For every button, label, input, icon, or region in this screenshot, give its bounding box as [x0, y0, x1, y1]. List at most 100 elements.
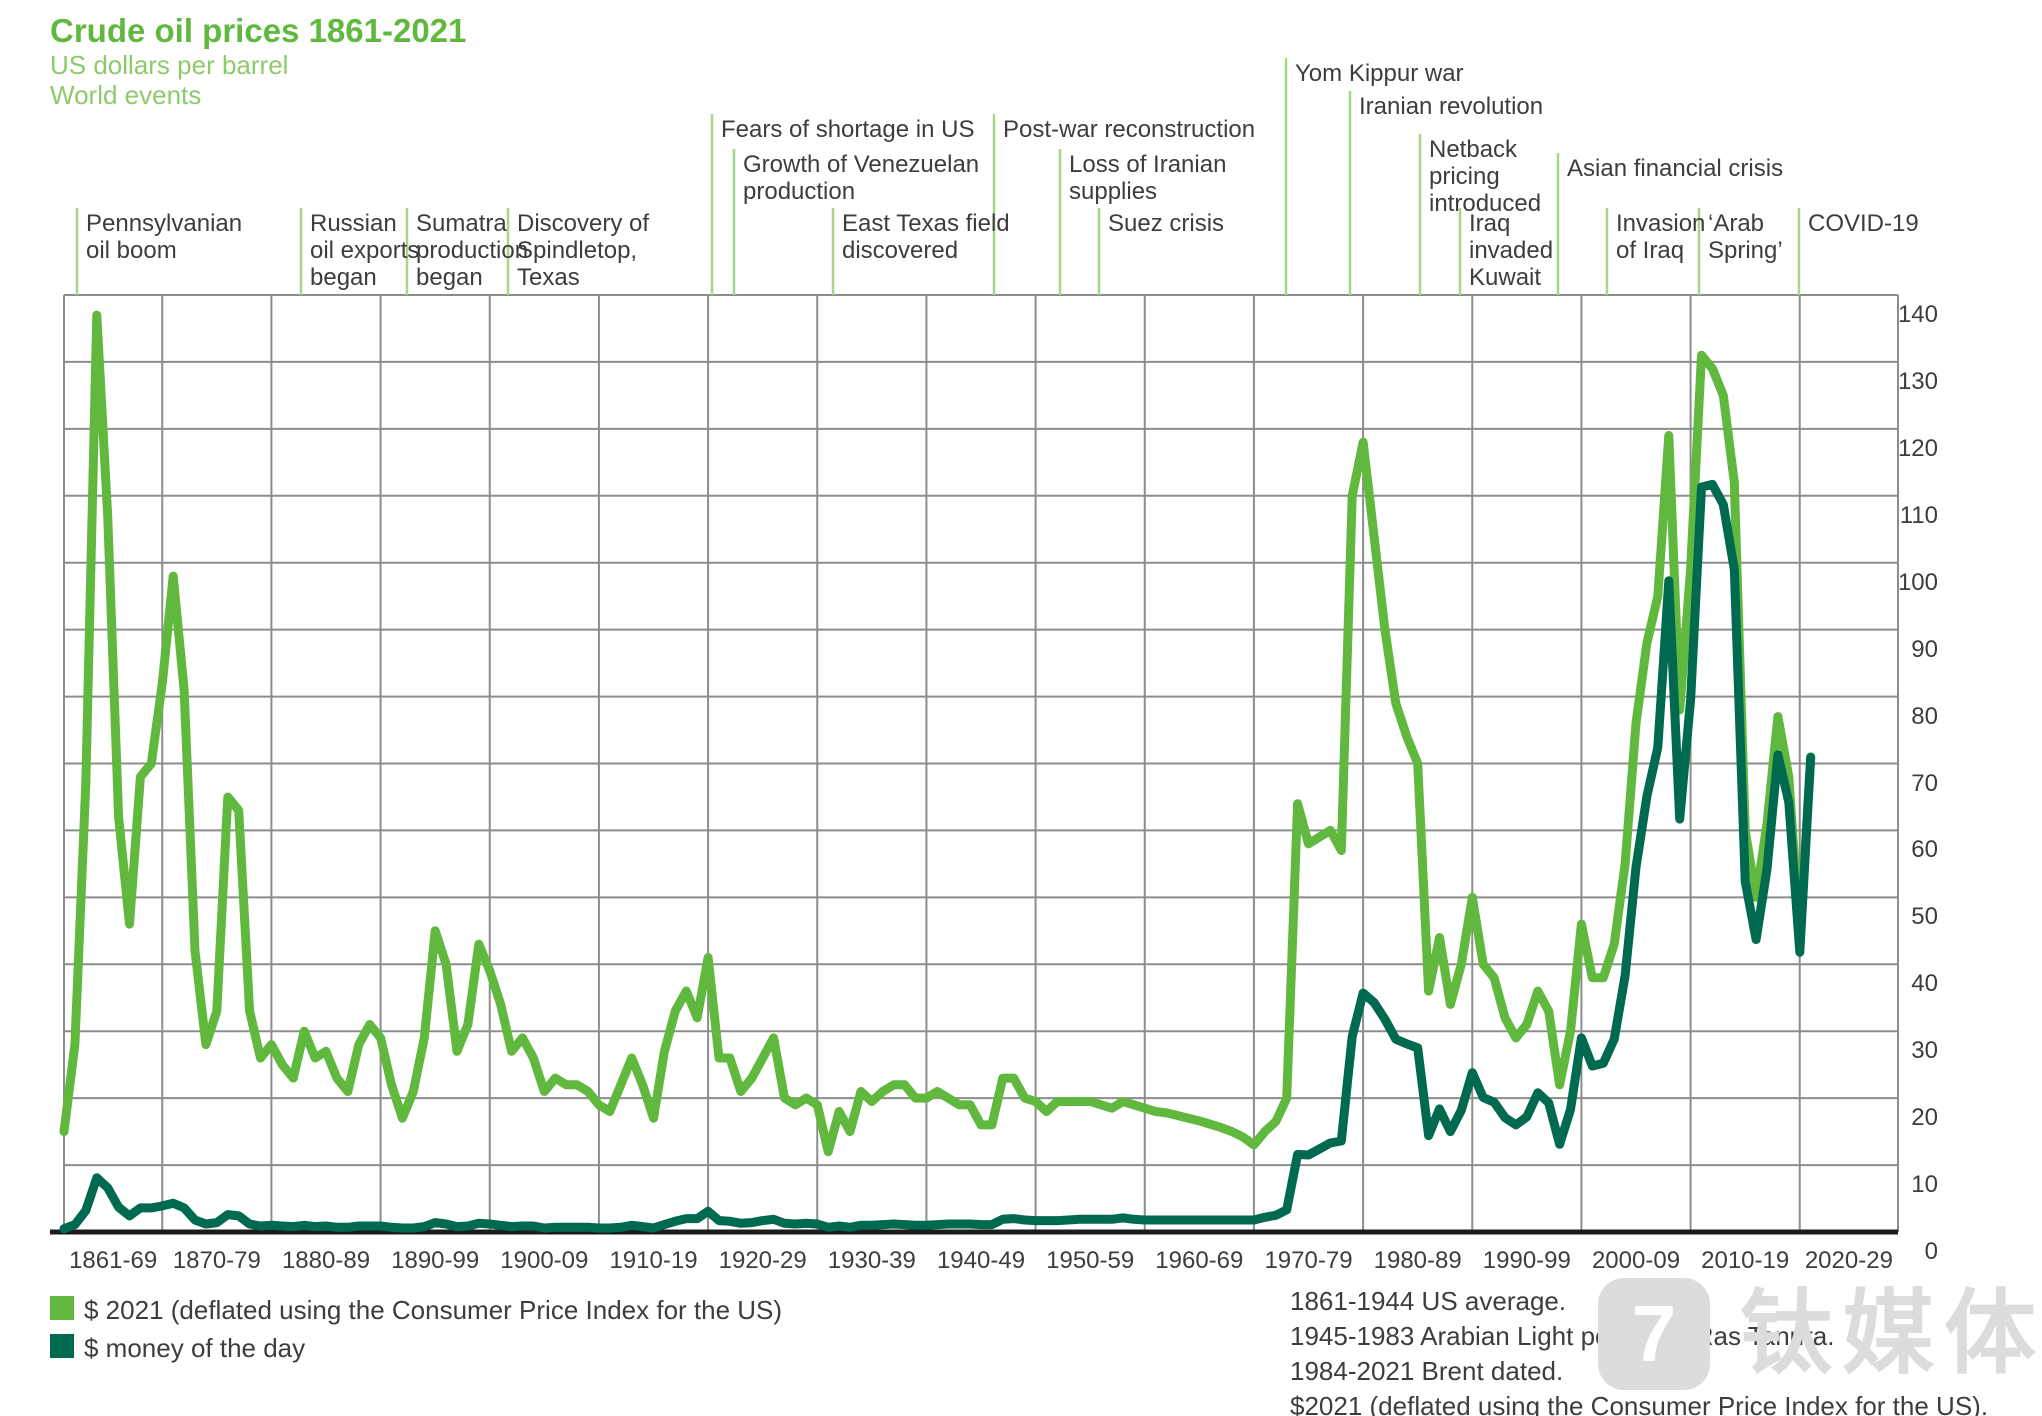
- y-tick-label: 0: [1924, 1238, 1938, 1265]
- event-annotation-line: production: [416, 237, 529, 264]
- x-tick-label: 1861-69: [69, 1247, 158, 1274]
- event-annotation-line: production: [743, 178, 856, 205]
- y-tick-label: 20: [1911, 1104, 1938, 1132]
- source-notes: 1861-1944 US average. 1945-1983 Arabian …: [1290, 1284, 1988, 1416]
- x-tick-label: 1870-79: [172, 1247, 261, 1274]
- y-tick-label: 50: [1911, 903, 1938, 931]
- note-line: 1945-1983 Arabian Light posted at Ras Ta…: [1290, 1321, 1835, 1351]
- event-annotation-line: Invasion: [1616, 210, 1706, 237]
- event-annotation-line: oil exports: [310, 237, 420, 264]
- event-annotation-line: began: [310, 264, 377, 291]
- y-tick-label: 40: [1911, 970, 1938, 998]
- legend-swatch-2021-icon: [50, 1296, 74, 1320]
- event-annotation-line: Asian financial crisis: [1567, 155, 1784, 182]
- watermark-text: 钛媒体: [1740, 1283, 2042, 1385]
- y-tick-label: 60: [1911, 836, 1938, 864]
- event-annotation: Iraq invaded Kuwait: [1469, 210, 1553, 291]
- y-tick-label: 70: [1911, 769, 1938, 797]
- series-line-money-of-day: [59, 479, 1816, 1234]
- event-annotation-line: of Iraq: [1616, 237, 1685, 264]
- chart-title: Crude oil prices 1861-2021: [50, 12, 467, 49]
- event-annotation: Discovery of Spindletop, Texas: [517, 210, 649, 291]
- event-annotation: Post-war reconstruction: [1003, 116, 1255, 143]
- x-tick-label: 1960-69: [1155, 1247, 1244, 1274]
- event-annotation-line: Pennsylvanian: [86, 210, 243, 237]
- event-annotation-line: Spring’: [1708, 237, 1783, 264]
- y-tick-label: 100: [1897, 568, 1938, 596]
- note-line: 1861-1944 US average.: [1290, 1286, 1567, 1316]
- event-annotation-line: ‘Arab: [1708, 210, 1765, 237]
- x-tick-label: 1890-99: [391, 1247, 480, 1274]
- note-line: $2021 (deflated using the Consumer Price…: [1290, 1391, 1989, 1416]
- event-annotation-line: Suez crisis: [1108, 210, 1225, 237]
- event-annotation-line: Kuwait: [1469, 264, 1542, 291]
- event-annotation: Invasion of Iraq: [1616, 210, 1705, 264]
- legend-label: $ 2021 (deflated using the Consumer Pric…: [84, 1295, 783, 1325]
- series-line-2021-dollars: [59, 310, 1816, 1157]
- x-tick-label: 1880-89: [281, 1247, 371, 1274]
- event-annotation-line: Iraq: [1469, 210, 1511, 237]
- event-annotation: Loss of Iranian supplies: [1069, 151, 1226, 205]
- legend: $ 2021 (deflated using the Consumer Pric…: [50, 1296, 782, 1372]
- event-annotation: ‘Arab Spring’: [1708, 210, 1783, 264]
- event-annotation: Pennsylvanian oil boom: [86, 210, 242, 264]
- y-tick-label: 90: [1911, 635, 1938, 663]
- x-tick-label: 1950-59: [1046, 1247, 1135, 1274]
- x-tick-label: 1910-19: [609, 1247, 698, 1274]
- y-tick-label: 120: [1897, 434, 1938, 462]
- x-tick-label: 2000-09: [1591, 1247, 1681, 1274]
- x-tick-label: 1900-09: [500, 1247, 589, 1274]
- event-annotation: East Texas field discovered: [842, 210, 1010, 264]
- event-annotation-line: Fears of shortage in US: [721, 116, 975, 143]
- event-annotation-line: pricing: [1429, 163, 1500, 190]
- event-annotation-line: East Texas field: [842, 210, 1010, 237]
- event-annotation-line: began: [416, 264, 483, 291]
- event-annotation-line: Sumatra: [416, 210, 507, 237]
- event-annotation-line: Yom Kippur war: [1295, 60, 1464, 87]
- event-annotation-line: introduced: [1429, 190, 1542, 217]
- event-annotation-line: Growth of Venezuelan: [743, 151, 980, 178]
- tmtpost-logo-icon: 7: [1598, 1278, 1710, 1390]
- event-annotation-line: Netback: [1429, 136, 1518, 163]
- event-annotation: Suez crisis: [1108, 210, 1224, 237]
- event-annotation-line: Iranian revolution: [1359, 93, 1544, 120]
- event-annotation-line: Russian: [310, 210, 397, 237]
- event-annotation-line: Loss of Iranian: [1069, 151, 1227, 178]
- x-tick-label: 1990-99: [1482, 1247, 1571, 1274]
- y-tick-label: 130: [1897, 367, 1938, 395]
- y-tick-label: 30: [1911, 1037, 1938, 1065]
- event-annotation: Asian financial crisis: [1567, 155, 1783, 182]
- x-tick-label: 1980-89: [1373, 1247, 1462, 1274]
- event-annotation-line: supplies: [1069, 178, 1158, 205]
- event-annotation-line: COVID-19: [1808, 210, 1919, 237]
- chart-subtitle-world-events: World events: [50, 80, 202, 110]
- legend-item-2021-dollars: $ 2021 (deflated using the Consumer Pric…: [50, 1296, 782, 1323]
- chart-header: Crude oil prices 1861-2021 US dollars pe…: [50, 12, 466, 110]
- event-annotation-line: discovered: [842, 237, 959, 264]
- event-annotation-line: invaded: [1469, 237, 1554, 264]
- chart-subtitle-units: US dollars per barrel: [50, 50, 289, 80]
- event-annotation: Yom Kippur war: [1295, 60, 1464, 87]
- event-annotation-line: Discovery of: [517, 210, 650, 237]
- x-tick-label: 1970-79: [1264, 1247, 1353, 1274]
- event-annotation: Sumatra production began: [416, 210, 528, 291]
- x-tick-label: 1930-39: [827, 1247, 916, 1274]
- y-tick-label: 110: [1899, 501, 1938, 529]
- event-annotation-line: Post-war reconstruction: [1003, 116, 1256, 143]
- event-annotation: Netback pricing introduced: [1429, 136, 1541, 217]
- event-annotation-line: Texas: [517, 264, 580, 291]
- note-line: 1984-2021 Brent dated.: [1290, 1356, 1564, 1386]
- watermark: 7 钛媒体: [1598, 1278, 2042, 1390]
- event-annotation: Fears of shortage in US: [721, 116, 974, 143]
- x-tick-label: 2020-29: [1804, 1247, 1893, 1274]
- event-annotation: Growth of Venezuelan production: [743, 151, 979, 205]
- x-tick-label: 1940-49: [936, 1247, 1026, 1274]
- y-tick-label: 140: [1897, 301, 1938, 328]
- event-annotation-line: oil boom: [86, 237, 177, 264]
- event-annotation-line: Spindletop,: [517, 237, 638, 264]
- x-tick-label: 2010-19: [1701, 1247, 1790, 1274]
- legend-label: $ money of the day: [84, 1333, 306, 1363]
- y-tick-label: 10: [1911, 1171, 1938, 1199]
- legend-swatch-nominal-icon: [50, 1334, 74, 1358]
